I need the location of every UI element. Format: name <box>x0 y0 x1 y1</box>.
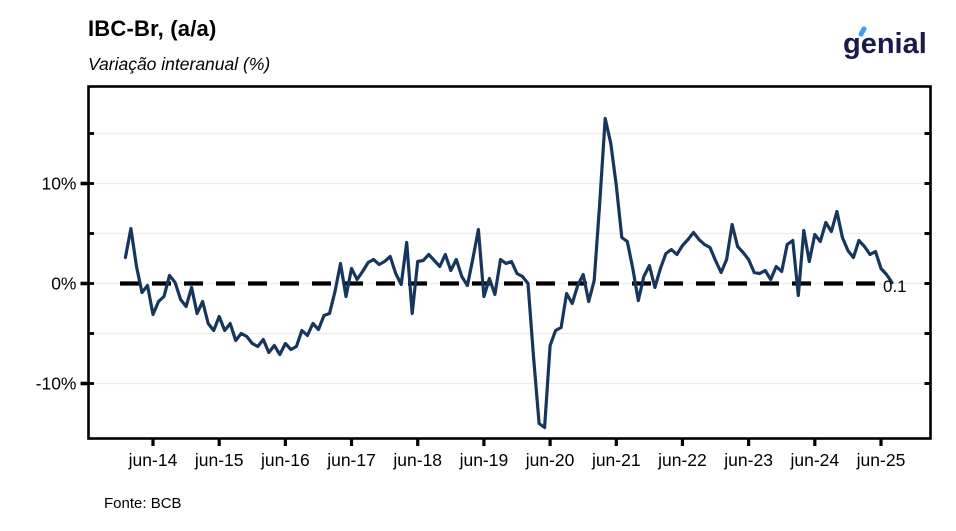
chart-subtitle: Variação interanual (%) <box>88 54 271 74</box>
x-tick-label: jun-22 <box>657 450 707 470</box>
chart-title: IBC-Br, (a/a) <box>88 16 217 41</box>
data-line <box>123 116 894 430</box>
logo-text: genial <box>843 28 927 60</box>
x-tick-label: jun-24 <box>789 450 839 470</box>
x-tick-label: jun-16 <box>260 450 310 470</box>
x-tick-label: jun-25 <box>856 450 906 470</box>
x-tick-label: jun-20 <box>525 450 575 470</box>
x-tick-label: jun-18 <box>392 450 442 470</box>
last-value-label: 0.1 <box>883 277 907 296</box>
y-tick-label: -10% <box>36 374 77 394</box>
x-tick-label: jun-23 <box>723 450 773 470</box>
y-tick-label: 0% <box>51 274 76 294</box>
y-tick-label: 10% <box>41 174 76 194</box>
genial-logo: genial <box>843 25 927 70</box>
plot-frame <box>87 85 932 440</box>
x-tick-label: jun-15 <box>194 450 244 470</box>
x-tick-label: jun-21 <box>591 450 641 470</box>
x-tick-label: jun-14 <box>128 450 178 470</box>
x-tick-label: jun-19 <box>459 450 509 470</box>
x-tick-label: jun-17 <box>326 450 376 470</box>
source-note: Fonte: BCB <box>104 495 182 512</box>
